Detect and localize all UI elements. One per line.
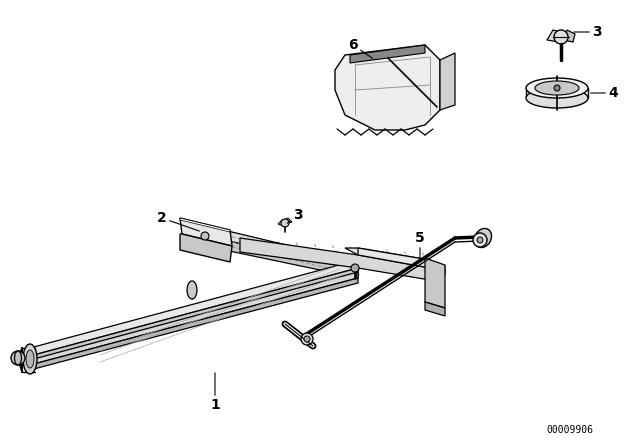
Text: 3: 3 — [287, 208, 303, 223]
Polygon shape — [430, 260, 445, 275]
Ellipse shape — [535, 81, 579, 95]
Ellipse shape — [526, 78, 588, 98]
Polygon shape — [180, 234, 232, 262]
Polygon shape — [547, 30, 561, 42]
Polygon shape — [335, 45, 440, 130]
Polygon shape — [278, 220, 287, 226]
Ellipse shape — [474, 228, 492, 248]
Polygon shape — [425, 258, 445, 308]
Text: 2: 2 — [157, 211, 200, 231]
Ellipse shape — [187, 281, 197, 299]
Polygon shape — [425, 302, 445, 316]
Polygon shape — [350, 45, 425, 63]
Polygon shape — [215, 238, 358, 278]
Ellipse shape — [15, 351, 22, 365]
Polygon shape — [30, 272, 358, 365]
Circle shape — [351, 264, 359, 272]
Text: 00009906: 00009906 — [547, 425, 593, 435]
Polygon shape — [180, 218, 230, 232]
Circle shape — [11, 351, 25, 365]
Text: 1: 1 — [210, 373, 220, 412]
Polygon shape — [215, 228, 358, 270]
Ellipse shape — [23, 344, 37, 374]
Text: 4: 4 — [591, 86, 618, 100]
Circle shape — [554, 30, 568, 44]
Polygon shape — [283, 218, 292, 224]
Circle shape — [301, 333, 313, 345]
Circle shape — [554, 85, 560, 91]
Ellipse shape — [26, 350, 34, 368]
Circle shape — [281, 219, 289, 227]
Polygon shape — [180, 218, 232, 246]
Circle shape — [304, 336, 310, 342]
Polygon shape — [30, 268, 358, 363]
Text: 6: 6 — [348, 38, 372, 58]
Ellipse shape — [526, 88, 588, 108]
Text: 5: 5 — [415, 231, 425, 259]
Polygon shape — [30, 260, 358, 356]
Circle shape — [473, 233, 487, 247]
Polygon shape — [30, 278, 358, 370]
Polygon shape — [240, 238, 430, 280]
Text: 3: 3 — [574, 25, 602, 39]
Polygon shape — [440, 53, 455, 110]
Polygon shape — [358, 248, 430, 268]
Circle shape — [477, 237, 483, 243]
Circle shape — [201, 232, 209, 240]
Polygon shape — [563, 30, 575, 42]
Polygon shape — [345, 248, 430, 268]
